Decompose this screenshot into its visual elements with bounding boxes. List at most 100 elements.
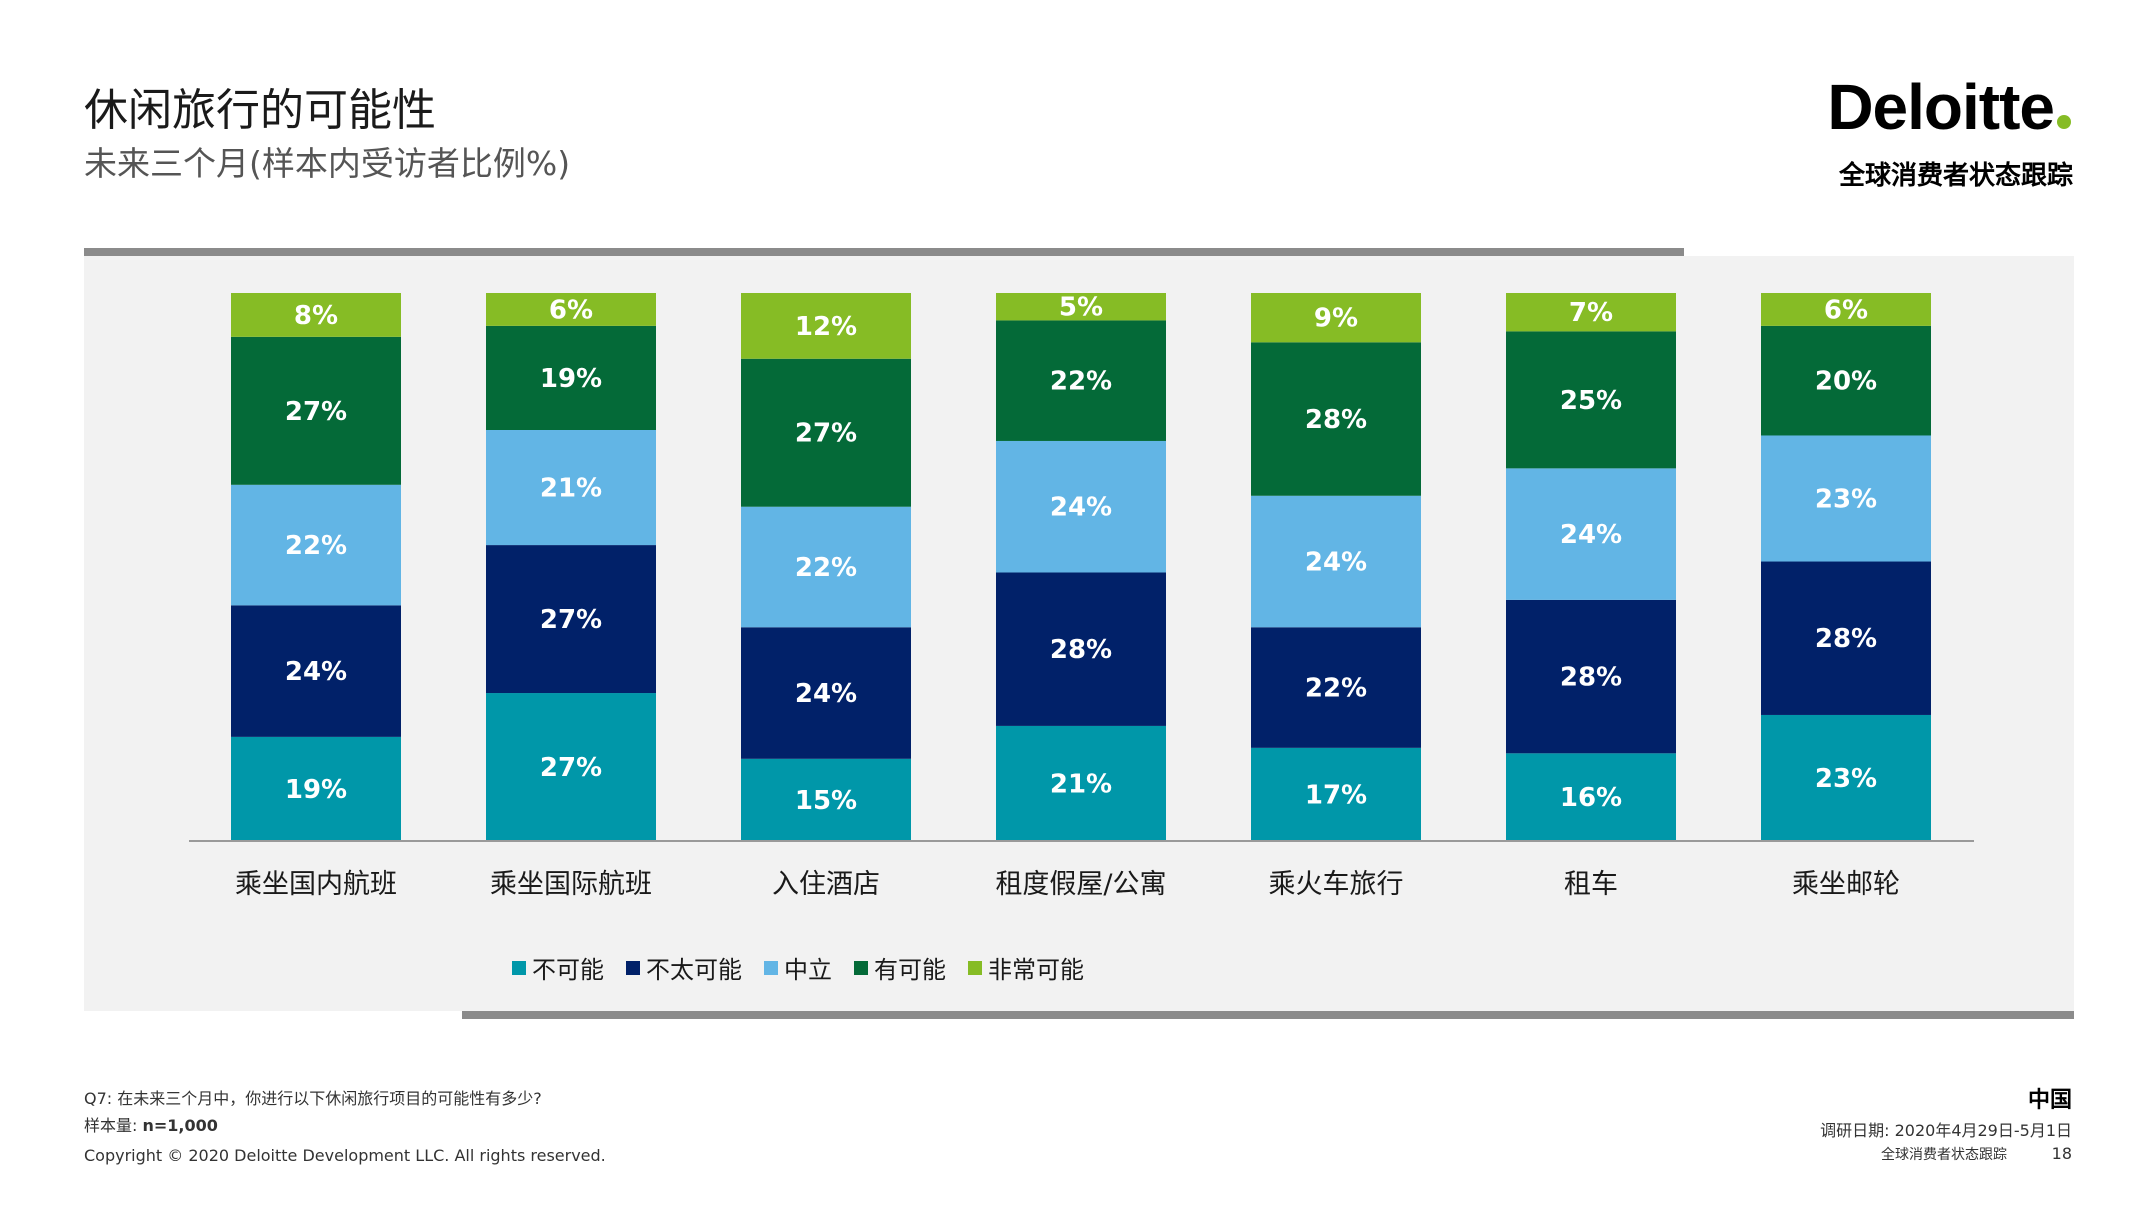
legend-swatch	[626, 960, 640, 975]
data-label: 27%	[285, 397, 347, 427]
data-label: 22%	[1050, 367, 1112, 397]
bar-segment	[996, 572, 1166, 726]
bar-segment	[996, 293, 1166, 321]
bar-segment	[231, 484, 401, 606]
bar-segment	[486, 693, 656, 841]
category-label: 入住酒店	[772, 869, 880, 900]
bar-segment	[1761, 714, 1931, 841]
data-label: 27%	[795, 419, 857, 449]
tracker-label: 全球消费者状态跟踪	[1838, 161, 2073, 191]
data-label: 17%	[1305, 780, 1367, 810]
deloitte-logo: Deloitte	[1827, 70, 2071, 144]
data-label: 24%	[1050, 493, 1112, 523]
data-label: 28%	[1050, 635, 1112, 665]
bar-segment	[741, 293, 911, 359]
bar-segment	[1761, 435, 1931, 562]
data-label: 20%	[1815, 367, 1877, 397]
legend-item: 不太可能	[626, 950, 742, 985]
bar-segment	[231, 605, 401, 737]
bar-segment	[996, 440, 1166, 573]
stacked-bar-chart: 19% 24% 22% 27% 8% 乘坐国内航班 27% 27% 21% 19% 6% 乘坐国际航班…	[189, 293, 1974, 900]
legend-item: 不可能	[512, 950, 604, 985]
data-label: 22%	[795, 553, 857, 583]
data-label: 19%	[285, 775, 347, 805]
data-label: 6%	[549, 295, 593, 325]
legend-label: 非常可能	[988, 956, 1084, 984]
bar-segment	[741, 627, 911, 759]
bar-segment	[1251, 627, 1421, 748]
data-label: 27%	[540, 605, 602, 635]
question-text: Q7: 在未来三个月中，你进行以下休闲旅行项目的可能性有多少?	[84, 1089, 542, 1108]
logo-text: Deloitte	[1827, 71, 2055, 143]
data-label: 22%	[1305, 674, 1367, 704]
data-label: 5%	[1059, 293, 1103, 323]
bar-segment	[486, 430, 656, 546]
legend-item: 有可能	[854, 950, 946, 985]
bar-segment	[1506, 753, 1676, 841]
data-label: 6%	[1824, 295, 1868, 325]
bar-segment	[1251, 293, 1421, 343]
bar-segment	[1506, 331, 1676, 469]
legend-swatch	[764, 960, 778, 975]
legend-item: 中立	[764, 950, 832, 985]
data-label: 24%	[1305, 548, 1367, 578]
data-label: 27%	[540, 753, 602, 783]
panel-bottom-rule	[462, 1011, 2074, 1019]
data-label: 23%	[1815, 764, 1877, 794]
footer-tracker: 全球消费者状态跟踪	[1881, 1147, 2007, 1163]
page-title: 休闲旅行的可能性	[84, 85, 436, 136]
data-label: 28%	[1305, 405, 1367, 435]
legend-label: 不可能	[532, 956, 604, 984]
sample-size: 样本量: n=1,000	[84, 1112, 218, 1136]
bar-segment	[1506, 599, 1676, 754]
data-label: 23%	[1815, 485, 1877, 515]
bar-segment	[486, 545, 656, 694]
bar-segment	[231, 736, 401, 841]
bar-segment	[1761, 561, 1931, 715]
bar-segment	[741, 758, 911, 841]
data-label: 9%	[1314, 304, 1358, 334]
data-label: 21%	[1050, 769, 1112, 799]
data-label: 22%	[285, 531, 347, 561]
region-label: 中国	[2027, 1088, 2072, 1113]
data-label: 25%	[1560, 386, 1622, 416]
bar-segment	[1506, 293, 1676, 332]
legend-swatch	[854, 960, 868, 975]
data-label: 16%	[1560, 783, 1622, 813]
logo-dot-icon	[2057, 115, 2071, 129]
legend-label: 有可能	[874, 956, 946, 984]
bar-segment	[486, 325, 656, 430]
sample-label: 样本量:	[84, 1116, 138, 1135]
data-label: 24%	[285, 657, 347, 687]
data-label: 21%	[540, 474, 602, 504]
legend-label: 中立	[784, 956, 832, 984]
data-label: 15%	[795, 786, 857, 816]
data-label: 24%	[1560, 520, 1622, 550]
category-label: 租度假屋/公寓	[995, 869, 1166, 900]
bar-segment	[996, 320, 1166, 441]
category-label: 租车	[1564, 869, 1618, 900]
panel-top-rule	[84, 248, 1684, 256]
bar-segment	[1251, 495, 1421, 628]
data-label: 28%	[1560, 663, 1622, 693]
bar-segment	[1761, 293, 1931, 326]
legend-swatch	[512, 960, 526, 975]
copyright: Copyright © 2020 Deloitte Development LL…	[84, 1146, 606, 1165]
bar-segment	[741, 358, 911, 507]
bar-segment	[1251, 747, 1421, 841]
data-label: 28%	[1815, 624, 1877, 654]
bar-segment	[741, 506, 911, 628]
bar-segment	[486, 293, 656, 326]
data-label: 7%	[1569, 298, 1613, 328]
sample-value: n=1,000	[142, 1116, 218, 1135]
bar-segment	[1506, 468, 1676, 600]
category-label: 乘坐邮轮	[1792, 869, 1900, 900]
legend-label: 不太可能	[646, 956, 742, 984]
data-label: 12%	[795, 312, 857, 342]
survey-date: 调研日期: 2020年4月29日-5月1日	[1820, 1121, 2072, 1140]
data-label: 19%	[540, 364, 602, 394]
data-label: 24%	[795, 679, 857, 709]
data-label: 8%	[294, 301, 338, 331]
bar-segment	[1251, 342, 1421, 496]
page-number: 18	[2051, 1144, 2072, 1163]
